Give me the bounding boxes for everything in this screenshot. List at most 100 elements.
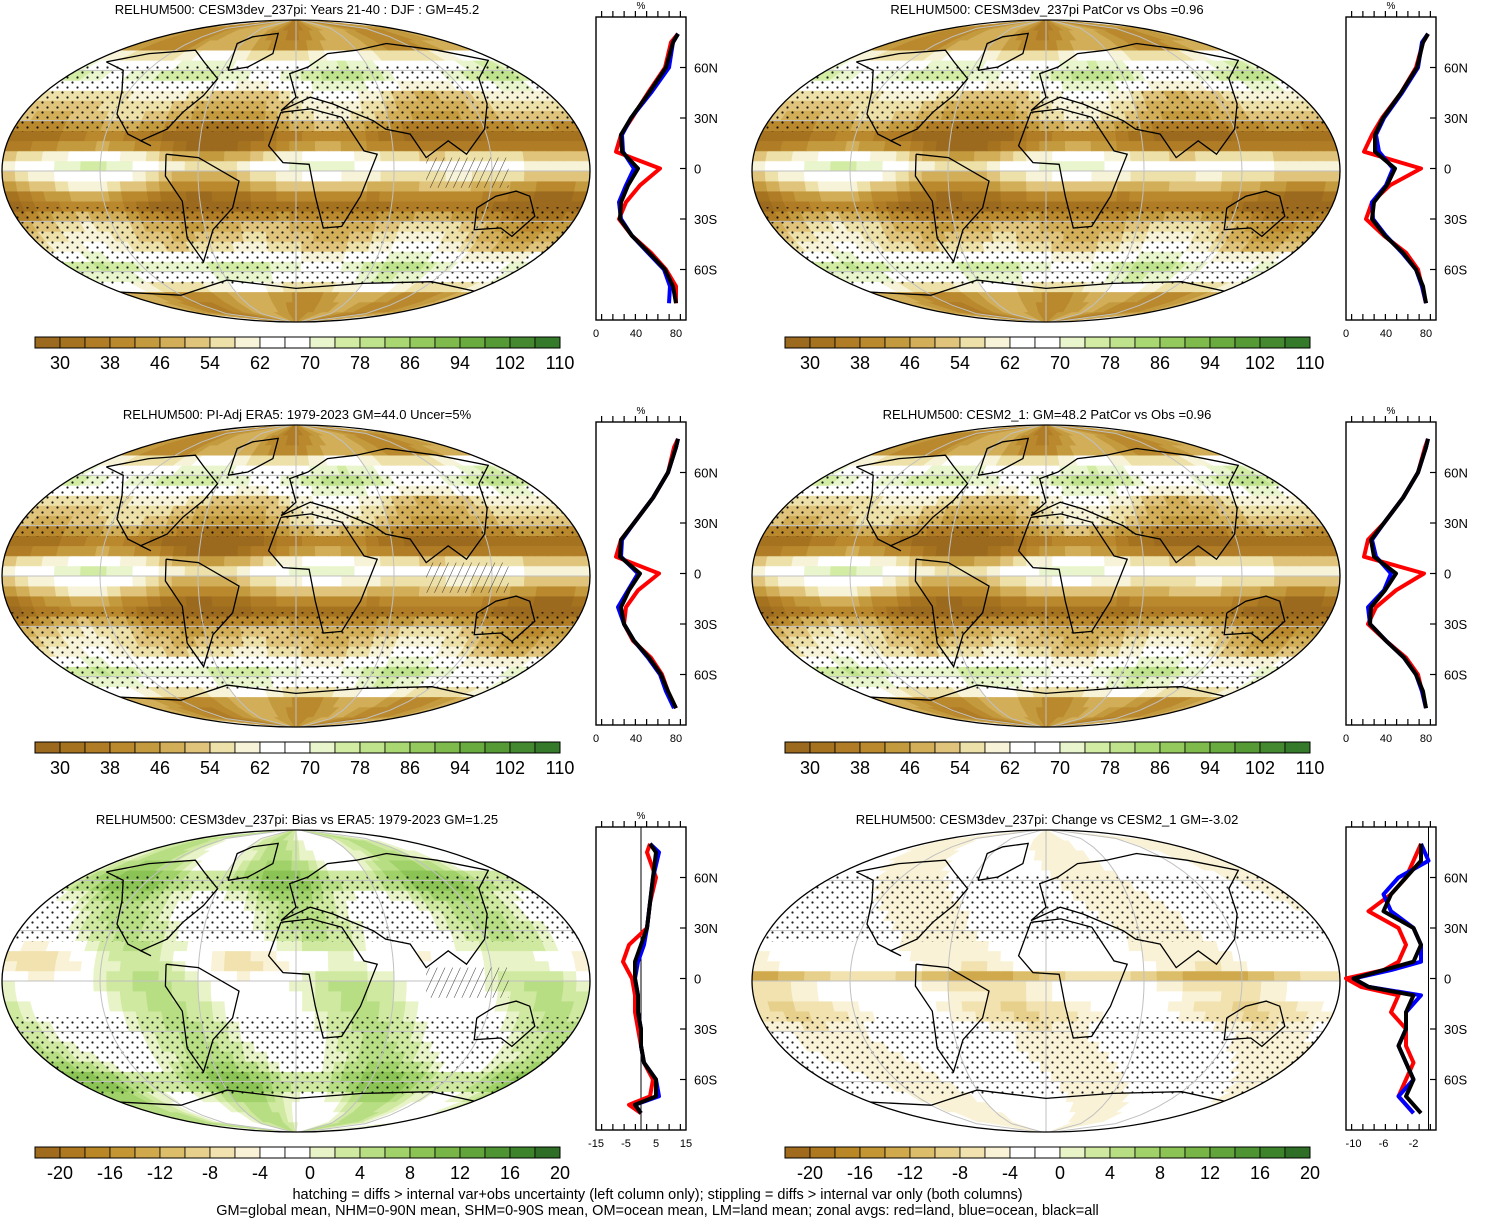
profile-x-label: -6	[1379, 1138, 1389, 1150]
colorbar-label: 38	[850, 758, 870, 778]
colorbar-box	[410, 1147, 435, 1158]
colorbar-box	[1160, 1147, 1185, 1158]
colorbar-label: 102	[495, 353, 525, 373]
colorbar-box	[1060, 1147, 1085, 1158]
profile-x-label: 80	[1420, 328, 1432, 340]
profile-lat-label: 30N	[1444, 516, 1468, 531]
colorbar-label: -16	[847, 1163, 873, 1183]
colorbar-box	[885, 742, 910, 753]
colorbar-box	[1060, 337, 1085, 348]
colorbar-box	[1260, 742, 1285, 753]
colorbar-box	[1060, 742, 1085, 753]
colorbar-box	[285, 337, 310, 348]
colorbar-label: 8	[1155, 1163, 1165, 1183]
map-field	[2, 425, 590, 727]
colorbar-box	[210, 742, 235, 753]
colorbar-label: 38	[100, 758, 120, 778]
colorbar-box	[1210, 1147, 1235, 1158]
colorbar-box	[860, 742, 885, 753]
profile-lat-label: 60S	[1444, 263, 1467, 278]
profile-lat-label: 30S	[1444, 617, 1467, 632]
colorbar-label: -4	[1002, 1163, 1018, 1183]
colorbar-label: 62	[1000, 758, 1020, 778]
map-field	[2, 20, 590, 322]
colorbar-box	[835, 1147, 860, 1158]
profile-frame	[596, 17, 686, 320]
colorbar-box	[985, 1147, 1010, 1158]
profile-x-label: 80	[1420, 733, 1432, 745]
colorbar-box	[410, 742, 435, 753]
profile-x-label: 5	[653, 1138, 659, 1150]
colorbar-label: 54	[950, 758, 970, 778]
colorbar-box	[110, 1147, 135, 1158]
colorbar-box	[385, 1147, 410, 1158]
colorbar-box	[210, 1147, 235, 1158]
colorbar-label: 78	[350, 758, 370, 778]
colorbar-box	[1010, 1147, 1035, 1158]
colorbar-box	[1185, 1147, 1210, 1158]
colorbar-box	[185, 337, 210, 348]
colorbar-box	[1260, 1147, 1285, 1158]
profile-lat-label: 60N	[694, 871, 718, 886]
colorbar-box	[1110, 337, 1135, 348]
colorbar-box	[485, 337, 510, 348]
colorbar-label: 30	[50, 758, 70, 778]
colorbar-box	[385, 337, 410, 348]
colorbar-box	[1010, 337, 1035, 348]
profile-x-label: 80	[670, 328, 682, 340]
colorbar-label: 38	[850, 353, 870, 373]
colorbar-box	[460, 742, 485, 753]
colorbar-label: 46	[150, 758, 170, 778]
profile-unit: %	[637, 811, 646, 822]
panel-model-patcor: RELHUM500: CESM3dev_237pi PatCor vs Obs …	[752, 1, 1468, 373]
colorbar-label: 30	[800, 353, 820, 373]
colorbar-box	[460, 1147, 485, 1158]
panel-title: RELHUM500: CESM3dev_237pi: Change vs CES…	[856, 812, 1239, 827]
colorbar-label: 70	[1050, 758, 1070, 778]
colorbar-label: -4	[252, 1163, 268, 1183]
profile-lat-label: 60N	[694, 466, 718, 481]
colorbar-box	[60, 337, 85, 348]
colorbar-box	[510, 1147, 535, 1158]
colorbar-box	[1110, 1147, 1135, 1158]
colorbar-box	[435, 742, 460, 753]
colorbar-box	[285, 1147, 310, 1158]
colorbar-box	[510, 742, 535, 753]
colorbar-box	[1210, 742, 1235, 753]
colorbar-label: 94	[1200, 758, 1220, 778]
colorbar-box	[1285, 742, 1310, 753]
colorbar-box	[1185, 742, 1210, 753]
colorbar-box	[1085, 742, 1110, 753]
colorbar-box	[960, 742, 985, 753]
map-field	[752, 425, 1340, 727]
colorbar-box	[1285, 1147, 1310, 1158]
colorbar-label: 46	[900, 353, 920, 373]
colorbar-box	[1260, 337, 1285, 348]
colorbar-box	[1035, 742, 1060, 753]
colorbar-box	[85, 337, 110, 348]
colorbar-box	[260, 1147, 285, 1158]
profile-lat-label: 30S	[694, 1022, 717, 1037]
colorbar-box	[910, 742, 935, 753]
profile-lat-label: 60N	[694, 61, 718, 76]
colorbar-box	[185, 742, 210, 753]
profile-x-label: 0	[1343, 328, 1349, 340]
colorbar-label: 0	[305, 1163, 315, 1183]
colorbar-label: 4	[1105, 1163, 1115, 1183]
colorbar-label: 102	[1245, 353, 1275, 373]
colorbar-label: 12	[1200, 1163, 1220, 1183]
profile-lat-label: 30N	[1444, 111, 1468, 126]
profile-lat-label: 60S	[1444, 668, 1467, 683]
colorbar-box	[410, 337, 435, 348]
colorbar-label: 54	[200, 353, 220, 373]
colorbar-label: 110	[546, 353, 575, 373]
colorbar-box	[135, 1147, 160, 1158]
colorbar-box	[1210, 337, 1235, 348]
profile-lat-label: 0	[694, 972, 701, 987]
colorbar-box	[535, 1147, 560, 1158]
colorbar-box	[260, 742, 285, 753]
colorbar-box	[1235, 742, 1260, 753]
colorbar-label: 70	[300, 353, 320, 373]
colorbar-label: 86	[1150, 353, 1170, 373]
